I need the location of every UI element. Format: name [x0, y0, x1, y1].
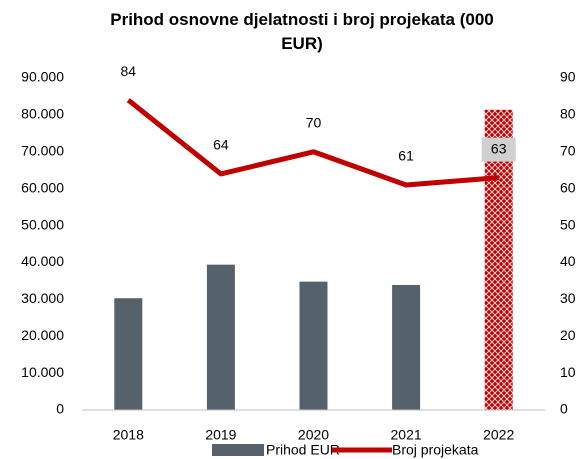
- line: [126, 98, 499, 188]
- legend-label: Broj projekata: [392, 442, 479, 458]
- y2-tick-label: 40: [560, 253, 576, 269]
- y2-tick-label: 10: [560, 364, 576, 380]
- y-tick-label: 10.000: [21, 364, 64, 380]
- x-tick-label: 2022: [483, 427, 514, 443]
- data-label: 84: [121, 63, 137, 79]
- y2-tick-label: 50: [560, 216, 576, 232]
- legend-swatch: [212, 444, 264, 456]
- y2-tick-label: 80: [560, 106, 576, 122]
- data-label-box: [481, 137, 516, 162]
- y-tick-label: 80.000: [21, 106, 64, 122]
- bar: [392, 284, 421, 410]
- data-label: 63: [491, 140, 507, 156]
- bar: [114, 298, 143, 410]
- y2-tick-label: 0: [560, 401, 568, 417]
- data-label: 70: [306, 114, 322, 130]
- x-tick-label: 2021: [391, 427, 422, 443]
- data-label: 61: [398, 148, 414, 164]
- y-tick-label: 50.000: [21, 216, 64, 232]
- y2-tick-label: 60: [560, 179, 576, 195]
- y-tick-label: 60.000: [21, 179, 64, 195]
- y-tick-label: 20.000: [21, 327, 64, 343]
- y-tick-label: 0: [56, 401, 64, 417]
- y2-tick-label: 90: [560, 69, 576, 85]
- y-tick-label: 90.000: [21, 69, 64, 85]
- data-label: 64: [213, 137, 229, 153]
- x-tick-label: 2020: [298, 427, 329, 443]
- y-tick-label: 70.000: [21, 142, 64, 158]
- bar: [206, 264, 235, 410]
- y-tick-label: 30.000: [21, 290, 64, 306]
- y2-tick-label: 30: [560, 290, 576, 306]
- bar: [299, 281, 328, 410]
- x-tick-label: 2018: [113, 427, 144, 443]
- x-tick-label: 2019: [205, 427, 236, 443]
- chart-title: Prihod osnovne djelatnosti i broj projek…: [110, 10, 494, 53]
- legend-label: Prihod EUR: [266, 442, 340, 458]
- y2-tick-label: 70: [560, 142, 576, 158]
- y-tick-label: 40.000: [21, 253, 64, 269]
- y2-tick-label: 20: [560, 327, 576, 343]
